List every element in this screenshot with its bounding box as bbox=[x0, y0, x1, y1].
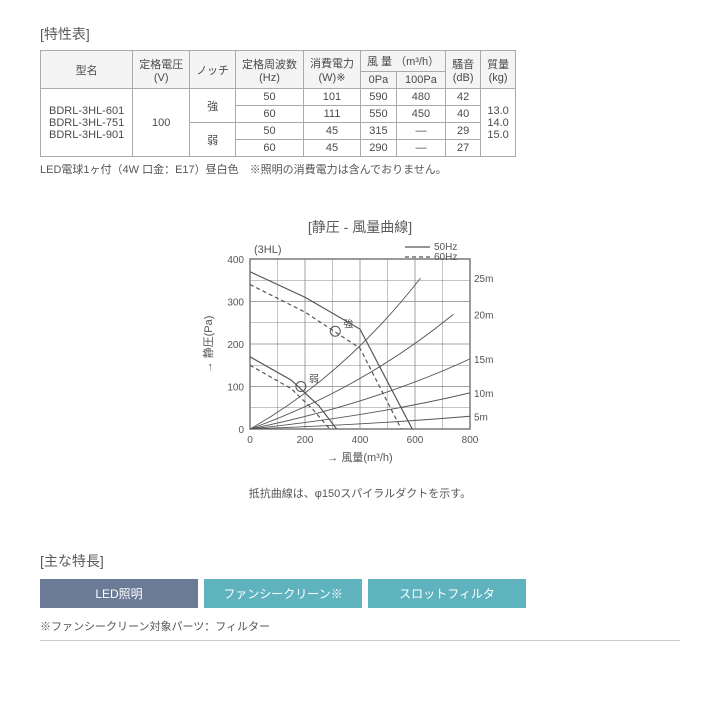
spec-title: [特性表] bbox=[40, 24, 680, 44]
col-voltage: 定格電圧 (V) bbox=[133, 51, 190, 89]
col-power: 消費電力 (W)※ bbox=[303, 51, 360, 89]
svg-text:800: 800 bbox=[462, 435, 479, 446]
svg-text:15m: 15m bbox=[474, 355, 493, 366]
spec-section: [特性表] 型名 定格電圧 (V) ノッチ 定格周波数 (Hz) 消費電力 (W… bbox=[40, 24, 680, 177]
svg-text:弱: 弱 bbox=[309, 374, 319, 386]
r0-power: 101 bbox=[303, 89, 360, 106]
svg-text:→ 風量(m³/h): → 風量(m³/h) bbox=[327, 451, 392, 464]
chart-caption: 抵抗曲線は、φ150スパイラルダクトを示す。 bbox=[40, 485, 680, 501]
spec-table: 型名 定格電圧 (V) ノッチ 定格周波数 (Hz) 消費電力 (W)※ 風 量… bbox=[40, 50, 516, 157]
svg-text:0: 0 bbox=[247, 435, 253, 446]
notch-lo: 弱 bbox=[190, 123, 236, 157]
svg-text:400: 400 bbox=[227, 255, 244, 266]
r2-freq: 50 bbox=[235, 123, 303, 140]
r0-freq: 50 bbox=[235, 89, 303, 106]
mass-cell: 13.014.015.0 bbox=[481, 89, 516, 157]
r3-noise: 27 bbox=[446, 140, 481, 157]
r2-power: 45 bbox=[303, 123, 360, 140]
feature-tag: スロットフィルタ bbox=[368, 579, 526, 608]
feature-tag: ファンシークリーン※ bbox=[204, 579, 362, 608]
svg-text:600: 600 bbox=[407, 435, 424, 446]
pressure-flow-chart: 0 200 400 600 800 0 100 200 300 400 強弱 5m 10m 15m 20m 2… bbox=[190, 239, 530, 479]
r3-power: 45 bbox=[303, 140, 360, 157]
r2-af0: 315 bbox=[360, 123, 396, 140]
col-airflow-0: 0Pa bbox=[360, 72, 396, 89]
col-model: 型名 bbox=[41, 51, 133, 89]
svg-text:400: 400 bbox=[352, 435, 369, 446]
col-freq: 定格周波数 (Hz) bbox=[235, 51, 303, 89]
col-airflow-100: 100Pa bbox=[396, 72, 445, 89]
table-note: LED電球1ヶ付（4W 口金：E17）昼白色 ※照明の消費電力は含んでおりません… bbox=[40, 161, 680, 177]
svg-text:→ 静圧(Pa): → 静圧(Pa) bbox=[201, 316, 215, 373]
svg-text:強: 強 bbox=[343, 317, 353, 330]
r2-noise: 29 bbox=[446, 123, 481, 140]
chart-title: [静圧 - 風量曲線] bbox=[40, 217, 680, 237]
r1-freq: 60 bbox=[235, 106, 303, 123]
feature-tags: LED照明ファンシークリーン※スロットフィルタ bbox=[40, 579, 680, 608]
svg-text:100: 100 bbox=[227, 383, 244, 394]
features-title: [主な特長] bbox=[40, 551, 680, 571]
chart-section: [静圧 - 風量曲線] 0 200 400 600 800 0 100 200 300 400 強弱… bbox=[40, 217, 680, 501]
r3-af0: 290 bbox=[360, 140, 396, 157]
r0-af100: 480 bbox=[396, 89, 445, 106]
svg-text:20m: 20m bbox=[474, 310, 493, 321]
svg-text:200: 200 bbox=[227, 340, 244, 351]
features-section: [主な特長] LED照明ファンシークリーン※スロットフィルタ ※ファンシークリー… bbox=[40, 551, 680, 641]
svg-text:0: 0 bbox=[238, 425, 244, 436]
r0-af0: 590 bbox=[360, 89, 396, 106]
svg-text:5m: 5m bbox=[474, 412, 488, 423]
svg-text:60Hz: 60Hz bbox=[434, 252, 457, 263]
col-noise: 騒音 (dB) bbox=[446, 51, 481, 89]
svg-text:(3HL): (3HL) bbox=[254, 244, 282, 256]
r1-noise: 40 bbox=[446, 106, 481, 123]
svg-text:300: 300 bbox=[227, 298, 244, 309]
r0-noise: 42 bbox=[446, 89, 481, 106]
col-mass: 質量 (kg) bbox=[481, 51, 516, 89]
svg-text:200: 200 bbox=[297, 435, 314, 446]
col-notch: ノッチ bbox=[190, 51, 236, 89]
svg-text:25m: 25m bbox=[474, 274, 493, 285]
feature-tag: LED照明 bbox=[40, 579, 198, 608]
col-airflow-group: 風 量 （m³/h） bbox=[360, 51, 445, 72]
voltage-cell: 100 bbox=[133, 89, 190, 157]
r1-power: 111 bbox=[303, 106, 360, 123]
r3-af100: — bbox=[396, 140, 445, 157]
r2-af100: — bbox=[396, 123, 445, 140]
r1-af100: 450 bbox=[396, 106, 445, 123]
model-cells: BDRL-3HL-601BDRL-3HL-751BDRL-3HL-901 bbox=[41, 89, 133, 157]
notch-hi: 強 bbox=[190, 89, 236, 123]
svg-text:10m: 10m bbox=[474, 389, 493, 400]
r3-freq: 60 bbox=[235, 140, 303, 157]
features-note: ※ファンシークリーン対象パーツ：フィルター bbox=[40, 618, 680, 641]
r1-af0: 550 bbox=[360, 106, 396, 123]
